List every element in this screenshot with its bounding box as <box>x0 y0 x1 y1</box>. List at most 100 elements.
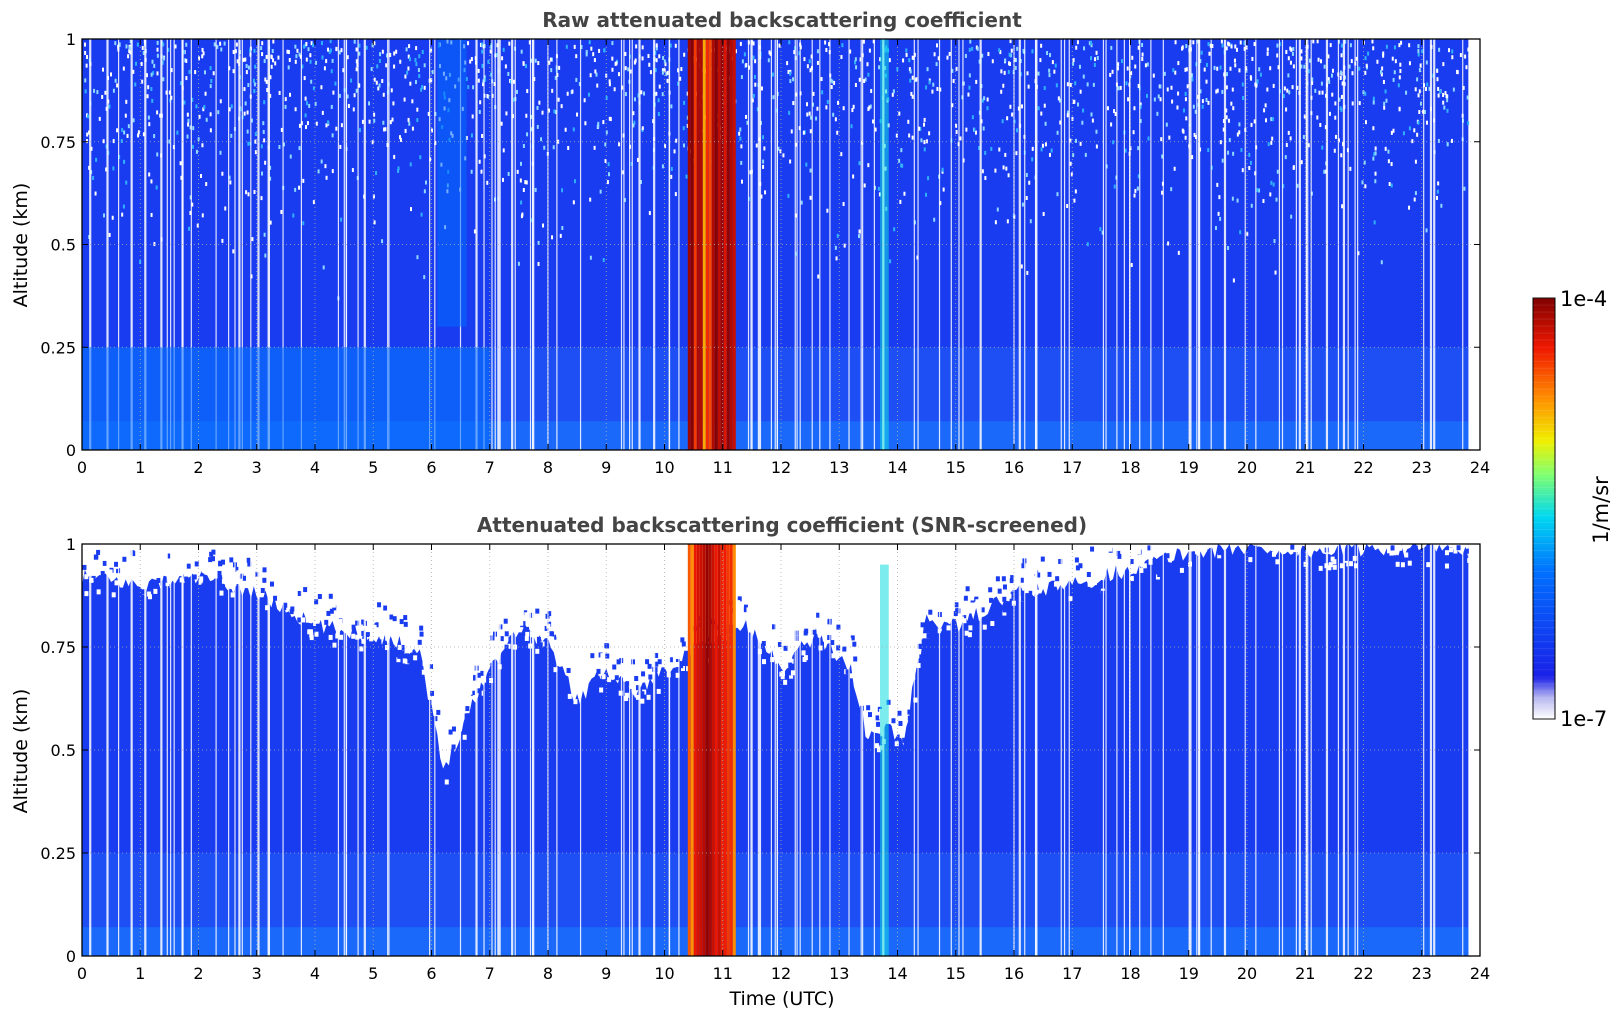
noise-speckle <box>928 131 931 136</box>
noise-speckle <box>501 56 504 61</box>
noise-speckle <box>416 107 419 112</box>
boundary-speckle <box>737 634 742 640</box>
data-gap-line <box>106 544 109 956</box>
noise-speckle <box>1120 59 1123 64</box>
boundary-speckle <box>867 712 872 718</box>
y-tick-label: 0 <box>66 441 76 460</box>
noise-speckle <box>244 101 247 106</box>
boundary-speckle <box>532 617 537 623</box>
data-gap-line <box>638 544 641 956</box>
noise-speckle <box>1009 39 1012 44</box>
noise-speckle <box>1227 150 1230 155</box>
noise-speckle <box>269 75 272 80</box>
noise-speckle <box>219 150 222 155</box>
noise-speckle <box>210 78 213 83</box>
boundary-speckle <box>1009 578 1014 584</box>
noise-speckle <box>1323 64 1326 69</box>
boundary-speckle <box>610 647 615 653</box>
noise-speckle <box>578 82 581 87</box>
noise-speckle <box>624 51 627 56</box>
noise-speckle <box>235 42 238 47</box>
noise-speckle <box>330 69 333 74</box>
boundary-speckle <box>96 589 101 595</box>
boundary-speckle <box>1124 558 1129 564</box>
noise-speckle <box>404 74 407 79</box>
noise-speckle <box>186 112 189 117</box>
noise-speckle <box>483 75 486 80</box>
boundary-speckle <box>605 653 610 659</box>
noise-speckle <box>1112 140 1115 145</box>
noise-speckle <box>1014 65 1017 70</box>
boundary-speckle <box>258 602 263 608</box>
noise-speckle <box>264 160 267 165</box>
noise-speckle <box>262 129 265 134</box>
boundary-speckle <box>1327 547 1332 553</box>
noise-speckle <box>746 120 749 125</box>
noise-speckle <box>1318 90 1321 95</box>
noise-speckle <box>202 107 205 112</box>
noise-speckle <box>284 104 287 109</box>
boundary-speckle <box>925 604 930 610</box>
boundary-speckle <box>779 661 784 667</box>
boundary-speckle <box>525 626 530 632</box>
boundary-speckle <box>920 622 925 628</box>
data-gap-line <box>144 544 147 956</box>
noise-speckle <box>1133 193 1136 198</box>
noise-speckle <box>1417 49 1420 54</box>
noise-speckle <box>528 40 531 45</box>
noise-speckle <box>1402 131 1405 136</box>
noise-speckle <box>1225 115 1228 120</box>
noise-speckle <box>1139 102 1142 107</box>
noise-speckle <box>320 41 323 46</box>
data-gap-line <box>514 39 516 450</box>
boundary-speckle <box>417 639 422 645</box>
boundary-speckle <box>421 669 426 675</box>
noise-speckle <box>1137 174 1140 179</box>
boundary-speckle <box>1147 545 1152 551</box>
boundary-speckle <box>1117 553 1122 559</box>
noise-speckle <box>909 78 912 83</box>
boundary-speckle <box>820 641 825 647</box>
noise-speckle <box>1365 63 1368 68</box>
noise-speckle <box>191 144 194 149</box>
noise-speckle <box>243 87 246 92</box>
noise-speckle <box>837 100 840 105</box>
x-tick-label: 9 <box>601 964 611 983</box>
noise-speckle <box>1221 158 1224 163</box>
noise-speckle <box>1398 106 1401 111</box>
boundary-speckle <box>236 570 241 576</box>
noise-speckle <box>1269 192 1272 197</box>
noise-speckle <box>209 112 212 117</box>
noise-speckle <box>302 221 305 226</box>
noise-speckle <box>1310 191 1313 196</box>
noise-speckle <box>1003 70 1006 75</box>
noise-speckle <box>1026 270 1029 275</box>
noise-speckle <box>1438 47 1441 52</box>
noise-speckle <box>1193 132 1196 137</box>
noise-speckle <box>1311 77 1314 82</box>
boundary-speckle <box>1002 584 1007 590</box>
noise-speckle <box>824 40 827 45</box>
boundary-speckle <box>131 551 136 557</box>
noise-speckle <box>1072 153 1075 158</box>
boundary-speckle <box>1349 561 1354 567</box>
noise-speckle <box>1082 74 1085 79</box>
boundary-speckle <box>1386 548 1391 554</box>
noise-speckle <box>1131 55 1134 60</box>
noise-speckle <box>1250 203 1253 208</box>
noise-speckle <box>168 90 171 95</box>
boundary-speckle <box>635 694 640 700</box>
x-tick-label: 16 <box>1004 458 1024 477</box>
boundary-speckle <box>1031 566 1036 572</box>
noise-speckle <box>125 44 128 49</box>
noise-speckle <box>331 58 334 63</box>
boundary-speckle <box>422 660 427 666</box>
noise-speckle <box>1113 184 1116 189</box>
noise-speckle <box>836 233 839 238</box>
noise-speckle <box>932 82 935 87</box>
noise-speckle <box>430 48 433 53</box>
noise-speckle <box>228 175 231 180</box>
noise-speckle <box>1185 67 1188 72</box>
noise-speckle <box>1263 108 1266 113</box>
boundary-speckle <box>850 635 855 641</box>
